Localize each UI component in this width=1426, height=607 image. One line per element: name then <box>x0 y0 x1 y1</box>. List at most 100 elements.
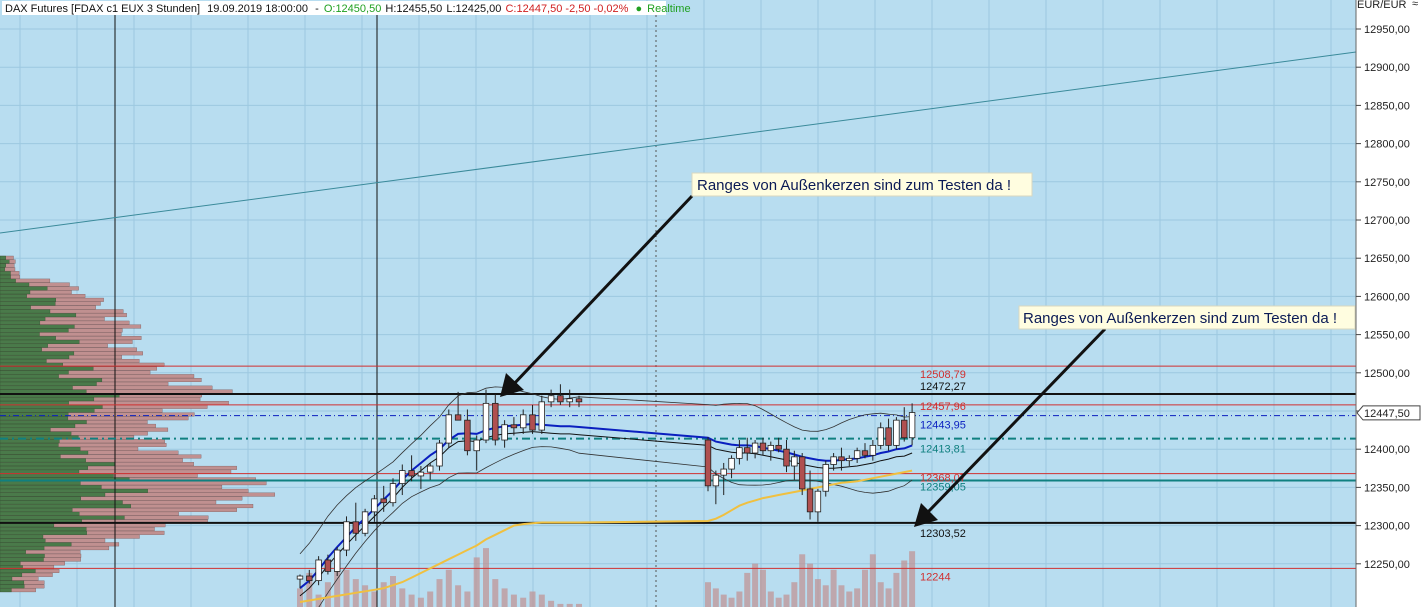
level-label-7: 12303,52 <box>920 528 966 540</box>
candle-2[interactable] <box>315 556 322 586</box>
candle-15[interactable] <box>436 440 443 471</box>
profile-core-77 <box>0 294 27 298</box>
candle-26[interactable] <box>538 395 545 434</box>
candle-18[interactable] <box>464 409 471 456</box>
annotation-2[interactable]: Ranges von Außenkerzen sind zum Testen d… <box>1018 305 1356 330</box>
profile-core-50 <box>0 397 95 402</box>
candle-10[interactable] <box>389 478 397 507</box>
candle-55[interactable] <box>893 417 900 450</box>
chart-header: DAX Futures [FDAX c1 EUX 3 Stunden] 19.0… <box>2 1 691 15</box>
profile-core-17 <box>0 523 55 528</box>
profile-core-27 <box>0 485 102 489</box>
axis-corner-icon[interactable]: ≈ <box>1412 0 1418 10</box>
candle-0[interactable] <box>296 574 304 589</box>
ytick-label-9: 12700,00 <box>1364 215 1410 227</box>
candle-8[interactable] <box>371 495 378 522</box>
candle-14[interactable] <box>426 462 434 480</box>
price-levels[interactable] <box>0 365 1356 569</box>
profile-core-80 <box>0 282 30 287</box>
profile-bar-11 <box>0 546 110 551</box>
profile-core-9 <box>0 553 45 558</box>
candle-body-39 <box>767 444 774 452</box>
candle-50[interactable] <box>853 447 861 463</box>
candle-44[interactable] <box>806 470 814 520</box>
realtime-label: Realtime <box>647 3 690 15</box>
profile-bar-56 <box>0 374 195 379</box>
axis-unit: EUR/EUR <box>1357 0 1407 11</box>
candle-35[interactable] <box>736 440 743 465</box>
candle-20[interactable] <box>482 389 490 444</box>
candle-46[interactable] <box>822 460 829 497</box>
level-label-5: 12368,07 <box>920 473 966 485</box>
candle-24[interactable] <box>520 409 527 434</box>
candle-56[interactable] <box>901 407 908 442</box>
candle-23[interactable] <box>510 417 518 436</box>
candle-3[interactable] <box>324 554 332 575</box>
profile-core-26 <box>0 488 148 493</box>
level-label-2: 12457,96 <box>920 401 966 413</box>
candle-38[interactable] <box>759 437 767 456</box>
candle-27[interactable] <box>547 389 555 408</box>
trend-line-segment[interactable] <box>0 51 1357 234</box>
candle-51[interactable] <box>861 443 869 459</box>
candle-45[interactable] <box>814 488 822 522</box>
candle-57[interactable] <box>908 403 916 446</box>
candle-36[interactable] <box>744 437 751 461</box>
candle-22[interactable] <box>501 420 508 448</box>
profile-core-24 <box>0 496 81 501</box>
candle-31[interactable] <box>704 436 712 492</box>
candle-43[interactable] <box>799 453 806 496</box>
profile-core-23 <box>0 500 123 505</box>
candle-52[interactable] <box>869 440 877 461</box>
profile-core-68 <box>0 328 69 333</box>
candle-5[interactable] <box>343 516 350 557</box>
price-axis[interactable]: 12250,0012300,0012350,0012400,0012450,00… <box>1355 0 1426 607</box>
candle-11[interactable] <box>399 464 406 496</box>
candle-42[interactable] <box>791 450 798 480</box>
candle-25[interactable] <box>529 404 536 434</box>
candle-16[interactable] <box>445 409 452 448</box>
candle-53[interactable] <box>877 422 884 450</box>
candle-47[interactable] <box>830 453 837 471</box>
candle-body-45 <box>814 490 822 513</box>
candle-9[interactable] <box>380 485 387 512</box>
volume-bar-47 <box>830 569 837 607</box>
annotation-2-box <box>1018 305 1356 330</box>
annotation-1[interactable]: Ranges von Außenkerzen sind zum Testen d… <box>691 172 1033 197</box>
candle-4[interactable] <box>333 546 341 577</box>
candle-37[interactable] <box>751 440 759 459</box>
profile-core-38 <box>0 443 59 447</box>
candle-1[interactable] <box>306 569 313 584</box>
candle-49[interactable] <box>846 455 853 467</box>
profile-core-55 <box>0 378 103 382</box>
candle-19[interactable] <box>473 435 480 471</box>
candle-40[interactable] <box>775 437 782 453</box>
candle-17[interactable] <box>454 391 462 421</box>
candle-28[interactable] <box>557 384 564 405</box>
candle-33[interactable] <box>720 462 727 496</box>
profile-bar-7 <box>0 561 65 566</box>
candle-41[interactable] <box>783 440 790 473</box>
ytick-label-2: 12350,00 <box>1364 482 1410 494</box>
candle-21[interactable] <box>492 394 499 446</box>
candle-54[interactable] <box>885 418 892 451</box>
candle-7[interactable] <box>361 508 369 537</box>
candlesticks[interactable] <box>296 384 916 589</box>
candle-39[interactable] <box>767 441 774 461</box>
candle-body-27 <box>547 395 555 403</box>
candle-29[interactable] <box>566 389 573 408</box>
candle-32[interactable] <box>712 470 720 505</box>
candle-body-12 <box>408 470 415 477</box>
candle-34[interactable] <box>728 455 735 479</box>
profile-core-67 <box>0 332 40 337</box>
candle-13[interactable] <box>417 466 425 489</box>
candle-30[interactable] <box>575 395 583 408</box>
candle-body-40 <box>775 444 782 450</box>
volume-bar-37 <box>752 563 759 607</box>
candle-48[interactable] <box>838 447 845 471</box>
profile-core-31 <box>0 469 80 474</box>
candle-12[interactable] <box>408 455 415 482</box>
trend-line[interactable] <box>0 51 1357 234</box>
candle-6[interactable] <box>352 502 359 541</box>
